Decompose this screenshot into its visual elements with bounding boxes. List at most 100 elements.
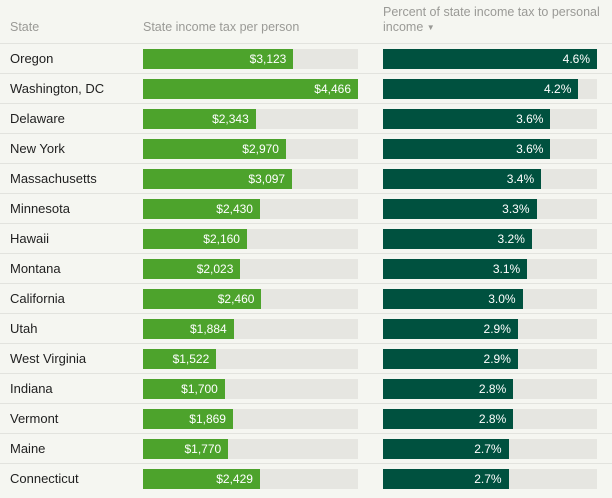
percent-value-label: 4.6% (562, 51, 590, 66)
state-label: West Virginia (10, 351, 87, 366)
table-row: Massachusetts $3,097 3.4% (0, 163, 612, 193)
tax-bar-track: $1,884 (143, 318, 358, 339)
tax-bar: $1,770 (143, 438, 229, 459)
percent-bar-track: 2.9% (383, 318, 597, 339)
percent-value-label: 3.1% (492, 261, 521, 276)
tax-bar: $2,160 (143, 228, 247, 249)
percent-bar: 2.7% (383, 468, 509, 489)
tax-bar: $3,123 (143, 48, 294, 69)
state-label: Maine (10, 441, 46, 456)
tax-value-label: $2,160 (203, 231, 240, 246)
percent-bar: 2.8% (383, 378, 514, 399)
percent-value-label: 2.7% (474, 441, 502, 456)
tax-bar: $2,970 (143, 138, 286, 159)
tax-value-label: $2,343 (212, 111, 249, 126)
percent-bar: 3.0% (383, 288, 523, 309)
tax-value-label: $1,770 (184, 441, 222, 456)
tax-value-label: $2,970 (242, 141, 279, 156)
tax-value-label: $3,097 (248, 171, 286, 186)
percent-bar: 2.7% (383, 438, 509, 459)
table-row: New York $2,970 3.6% (0, 133, 612, 163)
percent-value-label: 3.3% (502, 201, 530, 216)
percent-value-label: 2.9% (483, 321, 511, 336)
tax-bar-track: $3,123 (143, 48, 358, 69)
column-header-percent-of-income[interactable]: Percent of state income tax to personal … (383, 5, 603, 36)
state-label: New York (10, 141, 65, 156)
tax-bar: $1,869 (143, 408, 233, 429)
tax-value-label: $3,123 (249, 51, 287, 66)
tax-bar: $1,884 (143, 318, 234, 339)
percent-bar: 4.6% (383, 48, 597, 69)
percent-bar: 3.4% (383, 168, 542, 189)
table-row: Delaware $2,343 3.6% (0, 103, 612, 133)
tax-bar-track: $1,869 (143, 408, 358, 429)
state-label: Minnesota (10, 201, 70, 216)
tax-bar-track: $2,160 (143, 228, 358, 249)
tax-bar-track: $4,466 (143, 78, 358, 99)
percent-bar-track: 2.8% (383, 408, 597, 429)
percent-bar: 3.6% (383, 108, 551, 129)
tax-bar-track: $2,343 (143, 108, 358, 129)
state-label: Hawaii (10, 231, 50, 246)
tax-value-label: $2,430 (216, 201, 253, 216)
state-label: Vermont (10, 411, 59, 426)
percent-bar-track: 2.8% (383, 378, 597, 399)
table-row: Maine $1,770 2.7% (0, 433, 612, 463)
percent-bar-track: 3.6% (383, 108, 597, 129)
table-row: California $2,460 3.0% (0, 283, 612, 313)
percent-bar: 3.1% (383, 258, 528, 279)
tax-value-label: $1,700 (181, 381, 218, 396)
table-row: Minnesota $2,430 3.3% (0, 193, 612, 223)
percent-bar-track: 4.2% (383, 78, 597, 99)
table-row: Washington, DC $4,466 4.2% (0, 73, 612, 103)
percent-bar-track: 3.3% (383, 198, 597, 219)
state-label: Indiana (10, 381, 53, 396)
percent-value-label: 2.8% (478, 381, 507, 396)
tax-bar-track: $1,770 (143, 438, 358, 459)
tax-value-label: $4,466 (314, 81, 351, 96)
percent-bar-track: 3.6% (383, 138, 597, 159)
tax-bar: $2,023 (143, 258, 241, 279)
percent-bar: 2.9% (383, 348, 518, 369)
percent-value-label: 3.4% (506, 171, 535, 186)
state-label: Massachusetts (10, 171, 97, 186)
column-header-percent-label: Percent of state income tax to personal … (383, 4, 600, 35)
state-label: Connecticut (10, 471, 79, 486)
state-label: Montana (10, 261, 61, 276)
percent-value-label: 2.9% (483, 351, 511, 366)
percent-value-label: 2.7% (474, 471, 502, 486)
state-label: California (10, 291, 65, 306)
table-body: Oregon $3,123 4.6% Washington, DC $4,466 4.2%… (0, 43, 612, 493)
table-row: Montana $2,023 3.1% (0, 253, 612, 283)
tax-bar-track: $2,023 (143, 258, 358, 279)
percent-bar-track: 2.7% (383, 468, 597, 489)
table-row: Indiana $1,700 2.8% (0, 373, 612, 403)
percent-bar: 3.2% (383, 228, 532, 249)
table-row: Vermont $1,869 2.8% (0, 403, 612, 433)
tax-bar: $1,522 (143, 348, 217, 369)
column-header-tax-per-person[interactable]: State income tax per person (143, 20, 300, 35)
tax-bar: $2,429 (143, 468, 260, 489)
percent-bar: 2.8% (383, 408, 514, 429)
tax-bar: $2,430 (143, 198, 260, 219)
tax-bar-track: $1,522 (143, 348, 358, 369)
tax-bar-track: $2,430 (143, 198, 358, 219)
percent-bar-track: 3.1% (383, 258, 597, 279)
percent-value-label: 3.6% (516, 111, 544, 126)
table-row: Hawaii $2,160 3.2% (0, 223, 612, 253)
percent-bar: 3.3% (383, 198, 537, 219)
tax-bar-track: $2,429 (143, 468, 358, 489)
tax-bar: $2,460 (143, 288, 262, 309)
percent-bar-track: 2.7% (383, 438, 597, 459)
tax-bar: $2,343 (143, 108, 256, 129)
tax-bar-track: $2,460 (143, 288, 358, 309)
percent-bar-track: 3.0% (383, 288, 597, 309)
table-header: State State income tax per person Percen… (0, 0, 612, 43)
percent-value-label: 3.2% (497, 231, 525, 246)
table-row: Connecticut $2,429 2.7% (0, 463, 612, 493)
sort-descending-icon: ▼ (426, 23, 435, 33)
table-row: Utah $1,884 2.9% (0, 313, 612, 343)
tax-value-label: $2,429 (216, 471, 253, 486)
state-label: Delaware (10, 111, 65, 126)
column-header-state[interactable]: State (10, 20, 40, 35)
